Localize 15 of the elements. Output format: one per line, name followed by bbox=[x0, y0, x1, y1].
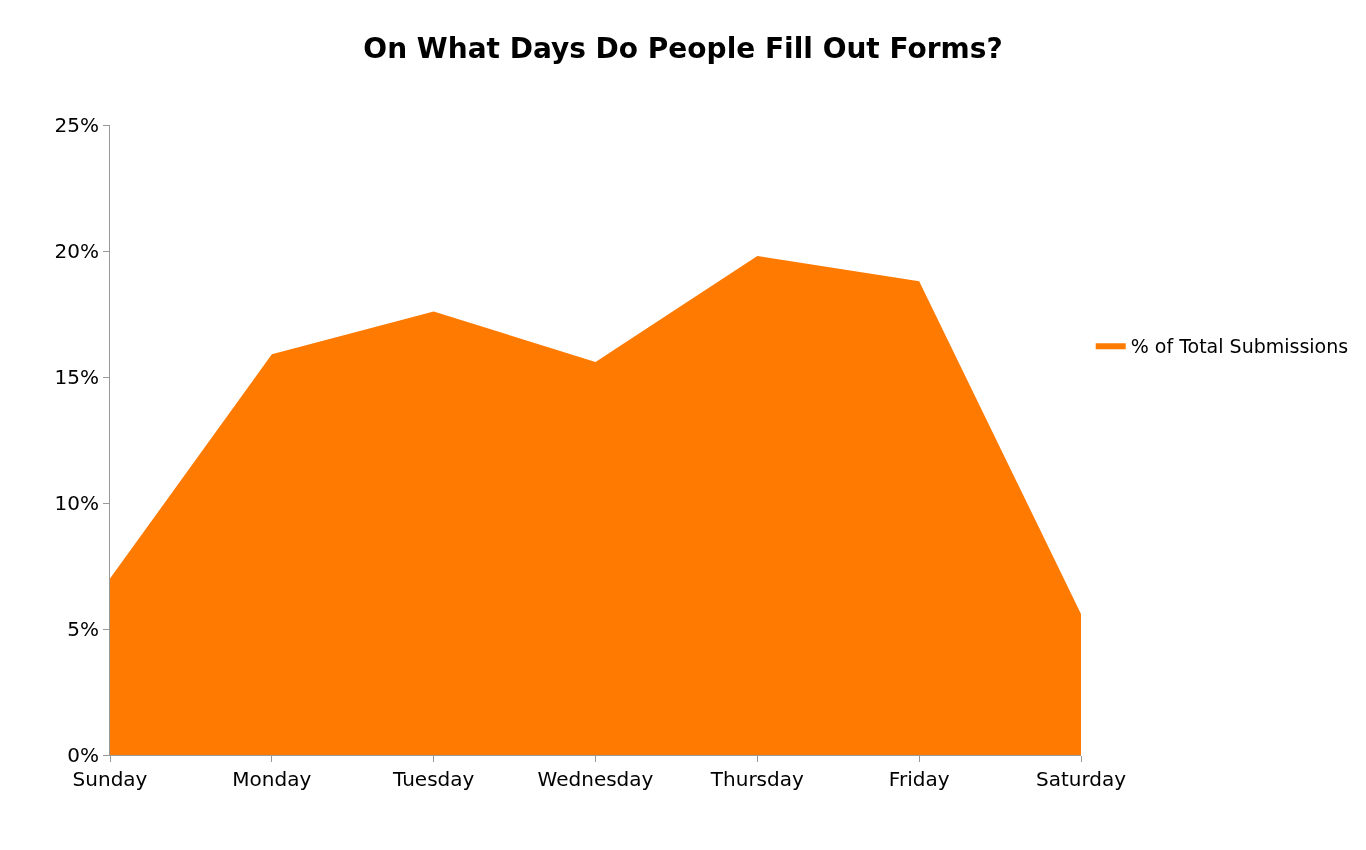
x-tick-label: Friday bbox=[888, 767, 950, 791]
chart-title: On What Days Do People Fill Out Forms? bbox=[363, 31, 1003, 65]
x-tick-label: Tuesday bbox=[391, 767, 475, 791]
x-tick-label: Saturday bbox=[1035, 767, 1127, 791]
x-tick-label: Thursday bbox=[709, 767, 804, 791]
y-tick-label: 5% bbox=[67, 617, 99, 641]
x-tick-label: Sunday bbox=[72, 767, 148, 791]
y-tick-label: 20% bbox=[54, 239, 99, 263]
x-tick-label: Wednesday bbox=[537, 767, 654, 791]
legend-label: % of Total Submissions bbox=[1130, 334, 1349, 357]
y-tick-label: 0% bbox=[67, 743, 99, 767]
x-tick-label: Monday bbox=[232, 767, 312, 791]
y-tick-label: 15% bbox=[54, 365, 99, 389]
y-tick-label: 10% bbox=[54, 491, 99, 515]
y-tick-label: 25% bbox=[54, 113, 99, 137]
